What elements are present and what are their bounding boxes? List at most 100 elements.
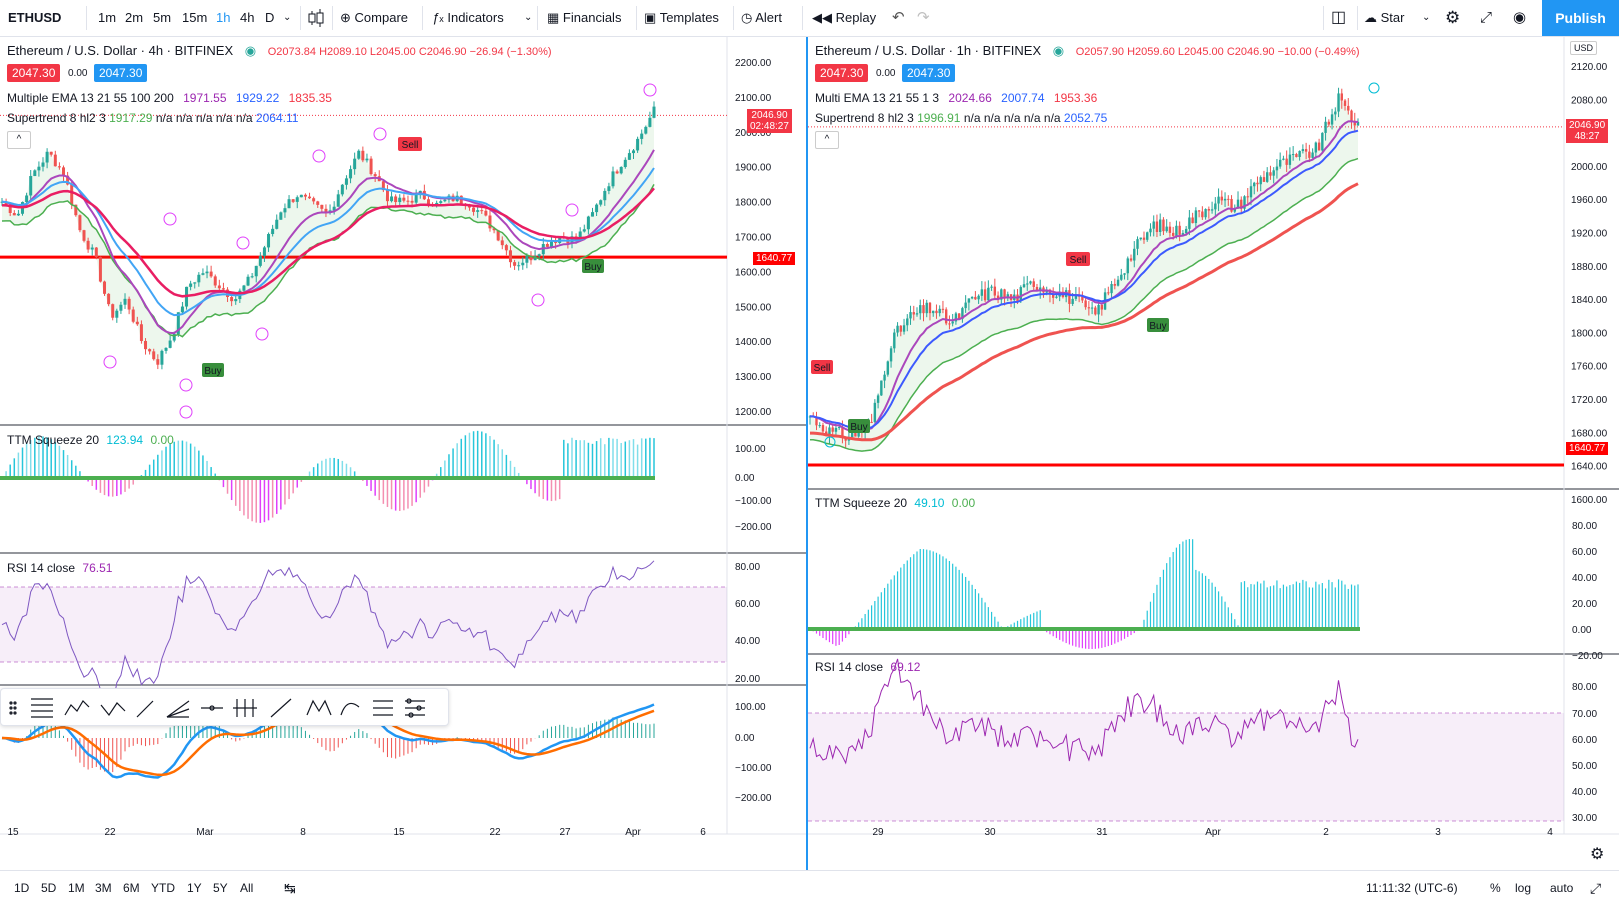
fib-fan-icon — [166, 700, 190, 718]
rsi-legend[interactable]: RSI 14 close 76.51 — [7, 561, 112, 575]
left-symbol-title[interactable]: Ethereum / U.S. Dollar · 4h · BITFINEX — [7, 43, 234, 58]
candle-body — [1116, 279, 1120, 286]
price-axis-label: 2000.00 — [1571, 162, 1608, 173]
percent-toggle[interactable]: % — [1490, 881, 1501, 895]
interval-4h[interactable]: 4h — [240, 10, 255, 25]
candle-body — [1236, 199, 1240, 209]
candle-body — [426, 199, 430, 205]
candle-body — [1194, 210, 1198, 224]
candle-body — [841, 426, 844, 438]
left-chart-pane[interactable]: 2200.00 2100.00 2000.00 1900.00 1800.00 1700.… — [0, 37, 808, 870]
candle-body — [854, 432, 857, 437]
publish-button[interactable]: Publish — [1542, 0, 1619, 36]
range-6m[interactable]: 6M — [123, 881, 140, 895]
bid-badge[interactable]: 2047.30 — [815, 64, 869, 82]
candle-body — [631, 150, 635, 154]
right-symbol-title[interactable]: Ethereum / U.S. Dollar · 1h · BITFINEX — [815, 43, 1042, 58]
auto-toggle[interactable]: auto — [1550, 881, 1574, 895]
drawing-tools[interactable] — [1, 689, 448, 725]
ema-legend[interactable]: Multi EMA 13 21 55 1 3 2024.66 2007.74 1… — [815, 91, 1097, 105]
candle-body — [12, 213, 16, 216]
ema-value-1: 2024.66 — [948, 91, 992, 105]
chevron-down-icon[interactable]: ⌄ — [283, 12, 292, 23]
collapse-legend-button[interactable]: ^ — [815, 131, 839, 149]
ttm-legend[interactable]: TTM Squeeze 20 123.94 0.00 — [7, 433, 174, 447]
chevron-down-icon[interactable]: ⌄ — [524, 12, 533, 23]
candle-body — [919, 305, 922, 314]
elliott-wave-marker — [236, 236, 250, 250]
rsi-legend[interactable]: RSI 14 close 69.12 — [815, 660, 920, 674]
candle-body — [935, 310, 938, 314]
goto-date-icon[interactable]: ↹ — [284, 880, 296, 896]
bid-badge[interactable]: 2047.30 — [7, 64, 61, 82]
range-1y[interactable]: 1Y — [187, 881, 202, 895]
fullscreen-icon[interactable]: ⤢ — [1480, 9, 1493, 26]
log-toggle[interactable]: log — [1515, 881, 1532, 895]
compare-button[interactable]: ⊕ Compare — [340, 0, 408, 36]
candle-body — [615, 171, 619, 174]
last-price-label: 2046.90 48:27 — [1566, 119, 1609, 143]
undo-icon[interactable]: ↶ — [892, 9, 905, 26]
interval-5m[interactable]: 5m — [153, 10, 172, 25]
candle-body — [883, 374, 886, 381]
ask-badge[interactable]: 2047.30 — [94, 64, 148, 82]
price-axis-label: 2200.00 — [735, 58, 772, 69]
gear-icon[interactable]: ⚙ — [1445, 8, 1461, 27]
financials-button[interactable]: ▦ Financials — [547, 0, 621, 36]
ask-badge[interactable]: 2047.30 — [902, 64, 956, 82]
interval-2m[interactable]: 2m — [125, 10, 144, 25]
chevron-down-icon[interactable]: ⌄ — [1422, 12, 1431, 23]
indicators-button[interactable]: ƒx Indicators — [432, 10, 504, 25]
ttm-legend[interactable]: TTM Squeeze 20 49.10 0.00 — [815, 496, 975, 510]
candle-body — [876, 395, 880, 403]
candle-body — [115, 310, 119, 318]
fullscreen-icon[interactable]: ⤢ — [1590, 880, 1602, 896]
redo-icon[interactable]: ↷ — [917, 9, 930, 26]
buy-signal-label: Buy — [1149, 321, 1166, 332]
candle-body — [902, 325, 906, 332]
templates-button[interactable]: ▣ Templates — [644, 0, 719, 36]
symbol-search[interactable]: ETHUSD — [8, 10, 62, 25]
alert-button[interactable]: ◷ Alert — [741, 0, 782, 36]
range-all[interactable]: All — [240, 881, 254, 895]
range-5d[interactable]: 5D — [41, 881, 57, 895]
candle-body — [595, 204, 599, 213]
divider — [802, 6, 803, 30]
currency-label[interactable]: USD — [1570, 41, 1598, 55]
ema-legend[interactable]: Multiple EMA 13 21 55 100 200 1971.55 19… — [7, 91, 332, 105]
range-5y[interactable]: 5Y — [213, 881, 228, 895]
right-chart-pane[interactable]: 2120.002080.002040.002000.001960.001920.… — [808, 37, 1619, 870]
low-value: L2045.00 — [369, 46, 416, 58]
market-open-icon: ◉ — [244, 43, 257, 58]
layout-icon[interactable]: ◫ — [1331, 9, 1347, 26]
supertrend-legend[interactable]: Supertrend 8 hl2 3 1996.91 n/a n/a n/a n… — [815, 111, 1107, 125]
rsi-axis-label: 40.00 — [1572, 787, 1597, 798]
right-chart-canvas[interactable]: 2120.002080.002040.002000.001960.001920.… — [808, 37, 1619, 870]
camera-icon[interactable]: ◉ — [1513, 9, 1527, 26]
interval-15m[interactable]: 15m — [182, 10, 208, 25]
interval-1m[interactable]: 1m — [98, 10, 117, 25]
range-3m[interactable]: 3M — [95, 881, 112, 895]
bar-chart-icon: ▦ — [547, 10, 560, 25]
time-axis-label: Apr — [625, 827, 641, 838]
ema-value-3: 1953.36 — [1053, 91, 1098, 105]
collapse-legend-button[interactable]: ^ — [7, 131, 31, 149]
candle-body — [1039, 287, 1042, 291]
range-1d[interactable]: 1D — [14, 881, 30, 895]
time-axis-label: 27 — [559, 827, 571, 838]
candle-body — [944, 309, 948, 324]
supertrend-label: Supertrend 8 hl2 3 — [7, 111, 106, 125]
clock-time[interactable]: 11:11:32 (UTC-6) — [1366, 881, 1458, 895]
interval-1h[interactable]: 1h — [216, 10, 231, 25]
replay-button[interactable]: ◀◀ Replay — [812, 0, 876, 36]
supertrend-legend[interactable]: Supertrend 8 hl2 3 1917.29 n/a n/a n/a n… — [7, 111, 298, 125]
candle-body — [365, 158, 369, 161]
gear-icon[interactable]: ⚙ — [1590, 846, 1605, 863]
candles-icon[interactable] — [307, 0, 327, 36]
interval-d[interactable]: D — [265, 10, 275, 25]
elliott-wave-marker — [255, 327, 269, 341]
range-1m[interactable]: 1M — [68, 881, 85, 895]
star-button[interactable]: ☁ Star — [1364, 0, 1404, 36]
range-ytd[interactable]: YTD — [151, 881, 175, 895]
left-chart-canvas[interactable]: 2200.00 2100.00 2000.00 1900.00 1800.00 1700.… — [0, 37, 806, 870]
